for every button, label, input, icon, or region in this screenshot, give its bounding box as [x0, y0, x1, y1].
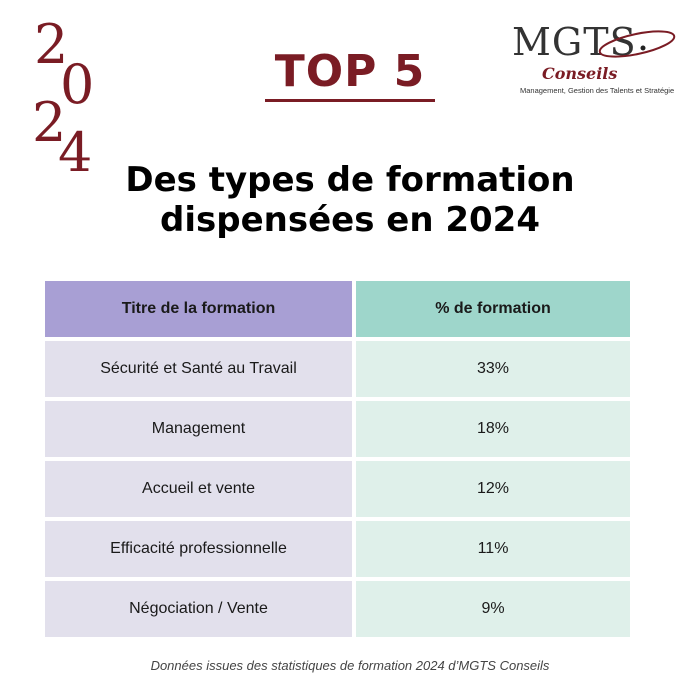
logo-subtitle: Conseils: [542, 64, 618, 83]
formation-table: Titre de la formation % de formation Séc…: [45, 281, 630, 641]
row-percent: 11%: [356, 521, 630, 577]
year-digit: 2: [34, 13, 69, 76]
logo-tagline: Management, Gestion des Talents et Strat…: [520, 86, 675, 95]
row-percent: 18%: [356, 401, 630, 457]
row-title: Management: [45, 401, 352, 457]
table-header-row: Titre de la formation % de formation: [45, 281, 630, 337]
source-footnote: Données issues des statistiques de forma…: [150, 658, 550, 673]
logo-swoosh-icon: [598, 30, 676, 58]
page-heading: TOP 5: [0, 46, 700, 102]
row-percent: 33%: [356, 341, 630, 397]
column-header-title: Titre de la formation: [45, 281, 352, 337]
row-title: Sécurité et Santé au Travail: [45, 341, 352, 397]
table-row: Efficacité professionnelle 11%: [45, 521, 630, 577]
year-digit: 2: [32, 91, 67, 154]
table-row: Management 18%: [45, 401, 630, 457]
subtitle-line-1: Des types de formation: [125, 160, 575, 200]
table-row: Négociation / Vente 9%: [45, 581, 630, 637]
table-row: Sécurité et Santé au Travail 33%: [45, 341, 630, 397]
column-header-percent: % de formation: [356, 281, 630, 337]
row-percent: 9%: [356, 581, 630, 637]
year-decoration: 2 0 2 4: [30, 10, 120, 190]
year-digit: 4: [58, 121, 93, 184]
company-logo: MGTS Conseils Management, Gestion des Ta…: [512, 20, 682, 110]
table-row: Accueil et vente 12%: [45, 461, 630, 517]
subtitle-line-2: dispensées en 2024: [160, 200, 540, 240]
row-title: Efficacité professionnelle: [45, 521, 352, 577]
row-title: Accueil et vente: [45, 461, 352, 517]
row-title: Négociation / Vente: [45, 581, 352, 637]
year-digit: 0: [60, 53, 95, 116]
top5-title: TOP 5: [264, 46, 436, 102]
row-percent: 12%: [356, 461, 630, 517]
page-subtitle: Des types de formation dispensées en 202…: [0, 160, 700, 240]
